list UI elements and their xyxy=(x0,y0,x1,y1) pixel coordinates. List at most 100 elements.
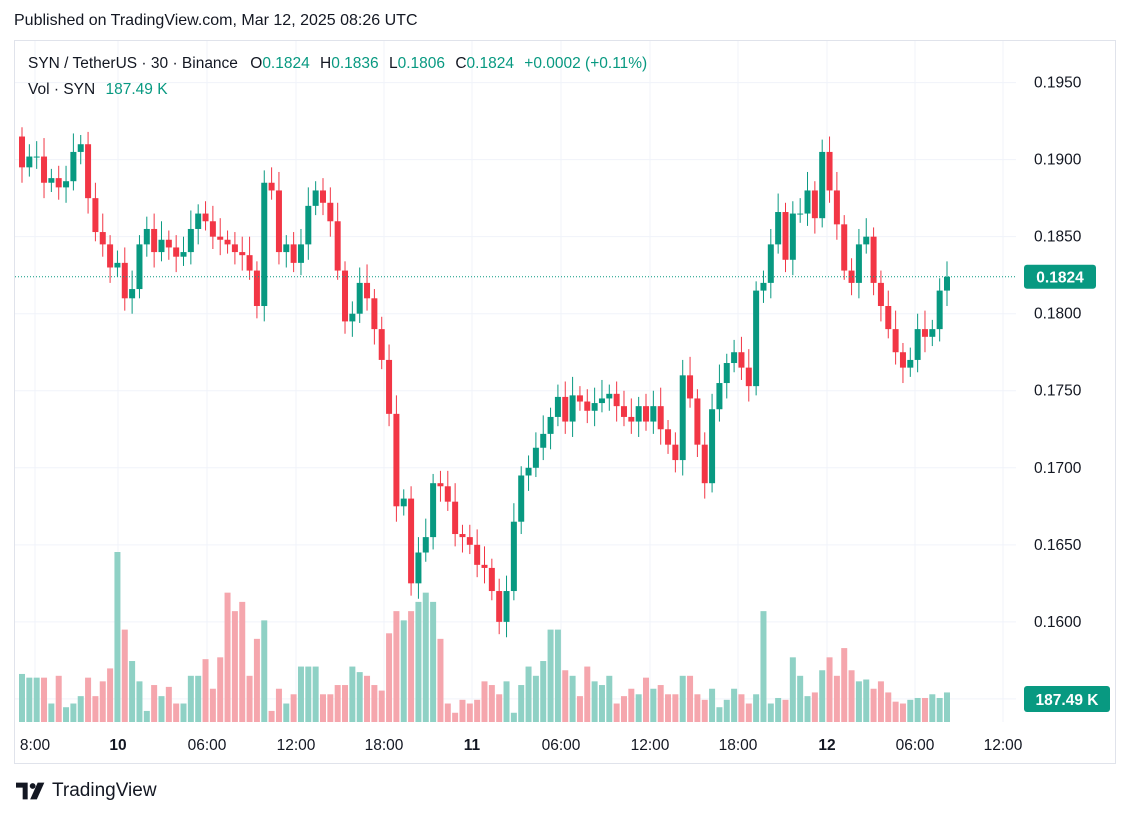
volume-bar[interactable] xyxy=(584,666,591,722)
candle-body[interactable] xyxy=(767,244,774,283)
candle-body[interactable] xyxy=(466,537,473,545)
volume-bar[interactable] xyxy=(863,679,870,723)
candle-body[interactable] xyxy=(591,403,598,411)
candle-body[interactable] xyxy=(85,144,92,199)
candle-body[interactable] xyxy=(224,239,231,245)
volume-bar[interactable] xyxy=(415,601,422,722)
candle-body[interactable] xyxy=(620,406,627,417)
volume-bar[interactable] xyxy=(694,694,701,722)
volume-bar[interactable] xyxy=(885,692,892,722)
candle-body[interactable] xyxy=(246,255,253,271)
candle-body[interactable] xyxy=(540,433,547,448)
candle-body[interactable] xyxy=(826,151,833,191)
candle-body[interactable] xyxy=(430,483,437,538)
volume-bar[interactable] xyxy=(848,670,855,722)
candle-body[interactable] xyxy=(679,375,686,461)
volume-bar[interactable] xyxy=(650,688,657,722)
candle-body[interactable] xyxy=(26,156,33,168)
candle-body[interactable] xyxy=(510,521,517,592)
candle-body[interactable] xyxy=(863,236,870,245)
candle-body[interactable] xyxy=(268,182,275,191)
volume-bar[interactable] xyxy=(870,688,877,722)
candle-body[interactable] xyxy=(195,213,202,229)
candle-body[interactable] xyxy=(929,329,936,337)
candle-body[interactable] xyxy=(70,151,77,182)
volume-bar[interactable] xyxy=(246,675,253,722)
candle-body[interactable] xyxy=(275,190,282,253)
volume-bar[interactable] xyxy=(547,629,554,722)
candle-body[interactable] xyxy=(312,190,319,206)
candle-body[interactable] xyxy=(114,262,121,268)
volume-bar[interactable] xyxy=(679,675,686,722)
candle-body[interactable] xyxy=(261,182,268,307)
volume-bar[interactable] xyxy=(41,677,48,722)
candle-body[interactable] xyxy=(643,406,650,422)
candle-body[interactable] xyxy=(687,375,694,399)
volume-bar[interactable] xyxy=(613,703,620,722)
candle-body[interactable] xyxy=(870,236,877,283)
candle-body[interactable] xyxy=(356,282,363,314)
candle-body[interactable] xyxy=(231,244,238,253)
candle-body[interactable] xyxy=(459,534,466,538)
volume-bar[interactable] xyxy=(929,694,936,722)
candle-body[interactable] xyxy=(525,467,532,476)
volume-bar[interactable] xyxy=(99,681,106,722)
volume-bar[interactable] xyxy=(77,696,84,722)
volume-bar[interactable] xyxy=(701,699,708,722)
volume-bar[interactable] xyxy=(349,666,356,722)
candle-body[interactable] xyxy=(290,244,297,263)
volume-bar[interactable] xyxy=(657,685,664,722)
volume-bar[interactable] xyxy=(63,707,70,722)
candle-body[interactable] xyxy=(877,282,884,307)
candle-body[interactable] xyxy=(55,178,62,188)
candle-body[interactable] xyxy=(121,262,128,299)
volume-bar[interactable] xyxy=(921,697,928,722)
candle-body[interactable] xyxy=(452,501,459,535)
volume-bar[interactable] xyxy=(107,668,114,722)
candle-body[interactable] xyxy=(907,359,914,368)
candle-body[interactable] xyxy=(547,416,554,434)
volume-bar[interactable] xyxy=(620,696,627,722)
candle-body[interactable] xyxy=(297,244,304,263)
volume-bar[interactable] xyxy=(364,675,371,722)
candle-body[interactable] xyxy=(33,156,40,158)
candle-body[interactable] xyxy=(371,298,378,330)
candle-body[interactable] xyxy=(899,352,906,368)
volume-bar[interactable] xyxy=(202,659,209,722)
volume-bar[interactable] xyxy=(775,697,782,722)
candle-body[interactable] xyxy=(745,367,752,387)
volume-bar[interactable] xyxy=(444,703,451,722)
volume-bar[interactable] xyxy=(855,681,862,722)
candle-body[interactable] xyxy=(173,247,180,257)
volume-bar[interactable] xyxy=(356,672,363,722)
volume-bar[interactable] xyxy=(767,703,774,722)
volume-bar[interactable] xyxy=(342,685,349,722)
volume-bar[interactable] xyxy=(151,685,158,722)
volume-bar[interactable] xyxy=(518,685,525,722)
candle-body[interactable] xyxy=(187,228,194,253)
candle-body[interactable] xyxy=(694,398,701,445)
candle-body[interactable] xyxy=(576,395,583,402)
candle-body[interactable] xyxy=(944,276,950,291)
candle-body[interactable] xyxy=(327,202,334,222)
volume-bar[interactable] xyxy=(371,685,378,722)
candle-body[interactable] xyxy=(716,383,723,410)
volume-bar[interactable] xyxy=(811,692,818,722)
candle-body[interactable] xyxy=(136,244,143,290)
volume-bar[interactable] xyxy=(753,694,760,722)
volume-bar[interactable] xyxy=(48,703,55,722)
volume-bar[interactable] xyxy=(430,601,437,722)
volume-bar[interactable] xyxy=(55,675,62,722)
candle-body[interactable] xyxy=(613,393,620,407)
candle-body[interactable] xyxy=(319,190,326,203)
candle-body[interactable] xyxy=(202,213,209,222)
volume-bar[interactable] xyxy=(481,681,488,722)
candle-body[interactable] xyxy=(789,213,796,260)
volume-label[interactable]: Vol · SYN xyxy=(28,81,96,98)
candle-body[interactable] xyxy=(386,359,393,414)
volume-bar[interactable] xyxy=(334,685,341,722)
volume-bar[interactable] xyxy=(510,712,517,722)
volume-bar[interactable] xyxy=(944,692,950,722)
candle-body[interactable] xyxy=(782,212,789,260)
